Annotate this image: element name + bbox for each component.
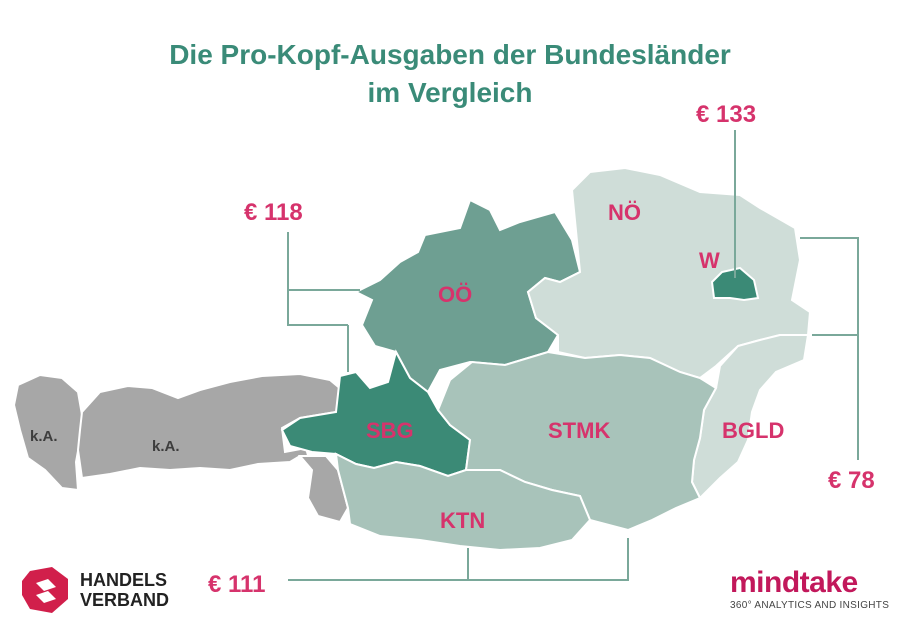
value-ooe-sbg: € 118 (244, 199, 303, 226)
handelsverband-text: HANDELS VERBAND (80, 570, 169, 610)
value-stmk-ktn: € 111 (208, 571, 265, 598)
mindtake-wordmark: mindtake (730, 566, 858, 599)
label-ooe: OÖ (438, 282, 472, 307)
map-title-line1: Die Pro-Kopf-Ausgaben der Bundesländer (169, 39, 731, 70)
label-bgld: BGLD (722, 418, 784, 443)
label-wien: W (699, 248, 720, 273)
map-title-line2: im Vergleich (367, 77, 533, 108)
mindtake-tagline: 360° ANALYTICS AND INSIGHTS (730, 600, 890, 611)
connector-noe-bgld (800, 237, 859, 460)
value-noe-bgld: € 78 (828, 467, 875, 494)
label-sbg: SBG (366, 418, 414, 443)
handelsverband-logo (22, 567, 68, 613)
label-noe: NÖ (608, 200, 641, 225)
handelsverband-line1: HANDELS (80, 570, 168, 590)
region-osttirol (297, 455, 350, 524)
mindtake-logo: mindtake 360° ANALYTICS AND INSIGHTS (730, 566, 890, 612)
region-wien[interactable] (710, 266, 760, 302)
value-wien: € 133 (696, 101, 756, 128)
region-vorarlberg (12, 373, 84, 492)
connector-ooe-sbg (287, 232, 360, 372)
label-tirol: k.A. (152, 438, 180, 455)
region-ktn (334, 452, 592, 552)
connector-stmk-ktn (288, 538, 629, 581)
label-stmk: STMK (548, 418, 610, 443)
map-title: Die Pro-Kopf-Ausgaben der Bundesländer i… (0, 36, 900, 112)
handelsverband-line2: VERBAND (80, 590, 170, 610)
label-ktn: KTN (440, 508, 485, 533)
label-vorarlberg: k.A. (30, 428, 58, 445)
